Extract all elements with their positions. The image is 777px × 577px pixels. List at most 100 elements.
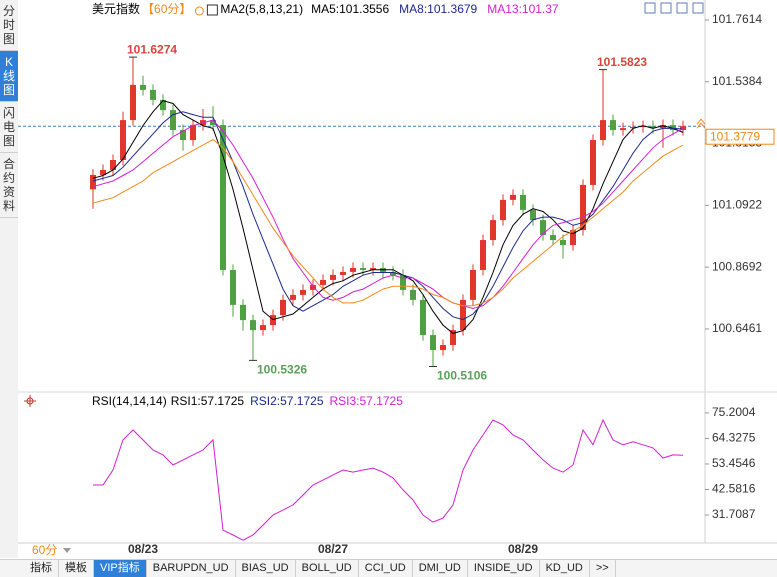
candle-body [100,169,106,175]
candle-body [350,268,356,272]
rsi-line [93,418,684,541]
icon[interactable] [692,2,704,14]
candle-body [370,268,376,270]
side-tab[interactable]: 合约资料 [0,153,18,218]
candle-body [580,184,586,231]
legend-label: MA8:101.3679 [399,2,477,16]
chart-bg [18,0,777,559]
indicator-tab[interactable]: BARUPDN_UD [147,560,236,577]
candle-body [300,289,306,295]
indicator-tab[interactable]: BOLL_UD [296,560,359,577]
candle-body [210,120,216,126]
candle-body [550,235,556,241]
candle-body [180,130,186,141]
candle-body [400,274,406,290]
side-tab[interactable]: 分时图 [0,0,18,51]
candle-body [140,84,146,90]
legend-label: MA13:101.37 [487,2,559,16]
candle-body [630,127,636,129]
y-tick-label: 42.5816 [712,482,756,496]
y-tick-label: 101.0922 [712,198,762,212]
candle-body [120,120,126,160]
candle-body [530,209,536,221]
side-tab[interactable]: 闪电图 [0,102,18,153]
candle-body [500,199,506,221]
y-tick-label: 101.5384 [712,74,762,88]
candle-body [540,220,546,236]
icon[interactable] [660,2,672,14]
candle-body [340,271,346,275]
candle-body [570,230,576,246]
candle-body [310,284,316,290]
last-price-box [705,128,775,145]
indicator-tab[interactable]: INSIDE_UD [468,560,540,577]
legend-label: MA2(5,8,13,21) [220,2,303,16]
candle-body [640,126,646,128]
candle-body [360,268,366,270]
last-price-label: 101.3779 [710,129,760,143]
chart: 美元指数 【60分】 MA2(5,8,13,21) MA5:101.3556 MA8:1… [18,0,777,559]
indicator-tab[interactable]: DMI_UD [413,560,468,577]
legend-label: RSI2:57.1725 [250,394,324,408]
candle-body [670,125,676,131]
candle-body [520,194,526,210]
candle-body [440,345,446,351]
toolbar-icons [644,2,704,14]
ma-line [92,111,684,321]
candle-body [600,120,606,141]
y-tick-label: 31.7087 [712,507,756,521]
x-tick-label: 08/29 [508,542,538,556]
indicator-tab[interactable]: >> [590,560,616,577]
candle-body [150,89,156,100]
x-tick-label: 08/27 [318,542,348,556]
y-tick-label: 100.6461 [712,321,762,335]
candle-body [240,304,246,321]
candle-body [220,125,226,270]
legend-label: MA5:101.3556 [311,2,389,16]
period-selector-label[interactable]: 60分 [32,543,58,557]
legend-label: RSI(14,14,14) [92,394,167,408]
candle-body [130,84,136,121]
extreme-label: 101.5823 [597,55,647,69]
candle-body [650,126,656,129]
extreme-label: 100.5326 [257,363,307,377]
candle-body [160,99,166,111]
candle-body [590,140,596,185]
icon [194,6,204,16]
candle-body [430,335,436,351]
indicator-tab[interactable]: 指标 [24,560,59,577]
indicator-tab[interactable]: VIP指标 [94,560,147,577]
y-tick-label: 100.8692 [712,259,762,273]
indicator-tab[interactable]: BIAS_UD [236,560,296,577]
last-price-arrow [696,118,706,129]
candle-body [460,299,466,331]
y-tick-label: 53.4546 [712,456,756,470]
dropdown-arrow[interactable] [63,548,72,554]
y-tick-label: 64.3275 [712,431,756,445]
indicator-tab[interactable]: 模板 [59,560,94,577]
rsi-icon [24,395,36,407]
toolbar: 指标 模板 VIP指标 BARUPDN_UD BIAS_UD BOLL_UD CCI_UD D… [0,559,777,577]
extreme-label: 101.6274 [127,42,177,56]
legend-label: 美元指数 [92,1,140,16]
indicator-tab[interactable]: KD_UD [540,560,590,577]
candle-body [510,194,516,200]
candle-body [230,269,236,305]
candle-body [110,159,116,170]
period-selector[interactable]: 60分 [20,543,90,558]
candle-body [490,220,496,241]
icon[interactable] [644,2,656,14]
indicator-tab[interactable]: CCI_UD [359,560,413,577]
legend-label: 【60分】 [142,2,191,16]
candle-body [450,330,456,346]
candle-body [680,126,686,131]
candle-body [250,320,256,331]
candle-body [190,125,196,141]
side-tab[interactable]: K线图 [0,51,18,102]
candle-body [170,110,176,131]
icon[interactable] [676,2,688,14]
x-tick-label: 08/23 [128,542,158,556]
legend-label: RSI3:57.1725 [330,394,404,408]
candle-body [330,274,336,280]
